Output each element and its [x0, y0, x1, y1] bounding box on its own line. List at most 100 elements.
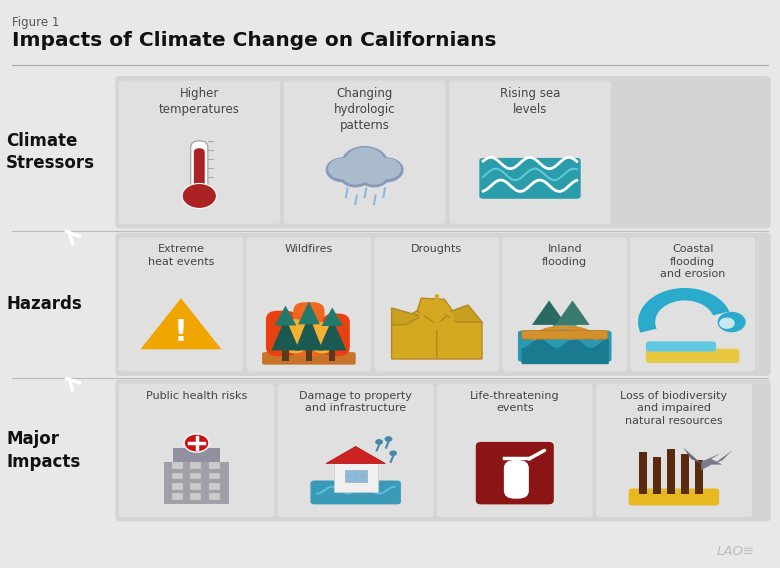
- Text: LAO≡: LAO≡: [717, 545, 755, 558]
- Circle shape: [328, 158, 357, 179]
- FancyBboxPatch shape: [596, 384, 752, 517]
- Bar: [209, 473, 220, 479]
- Bar: [282, 349, 289, 361]
- Text: Loss of biodiversity
and impaired
natural resources: Loss of biodiversity and impaired natura…: [620, 391, 728, 425]
- FancyBboxPatch shape: [119, 384, 275, 517]
- FancyBboxPatch shape: [115, 379, 771, 521]
- FancyArrowPatch shape: [66, 231, 80, 244]
- FancyBboxPatch shape: [262, 352, 356, 365]
- Text: Extreme
heat events: Extreme heat events: [147, 244, 214, 266]
- FancyBboxPatch shape: [518, 331, 612, 362]
- FancyBboxPatch shape: [553, 320, 576, 340]
- Text: Changing
hydrologic
patterns: Changing hydrologic patterns: [334, 87, 395, 132]
- Polygon shape: [326, 446, 385, 463]
- Circle shape: [345, 148, 385, 176]
- Polygon shape: [638, 288, 729, 333]
- Bar: [172, 493, 183, 500]
- Text: Inland
flooding: Inland flooding: [542, 244, 587, 266]
- Bar: [329, 349, 335, 361]
- FancyBboxPatch shape: [284, 81, 445, 224]
- Polygon shape: [298, 302, 320, 324]
- Circle shape: [358, 165, 390, 187]
- Text: Wildfires: Wildfires: [285, 244, 333, 254]
- Bar: [209, 493, 220, 500]
- Circle shape: [370, 157, 404, 182]
- Bar: [172, 483, 183, 490]
- FancyBboxPatch shape: [283, 319, 307, 353]
- Bar: [209, 462, 220, 469]
- FancyBboxPatch shape: [115, 233, 771, 376]
- FancyBboxPatch shape: [293, 302, 324, 356]
- FancyBboxPatch shape: [479, 158, 580, 199]
- Polygon shape: [701, 453, 722, 470]
- Polygon shape: [445, 305, 482, 322]
- Text: !: !: [174, 318, 188, 347]
- Bar: [190, 462, 201, 469]
- Bar: [173, 448, 220, 462]
- Text: Public health risks: Public health risks: [146, 391, 247, 401]
- Bar: [681, 454, 689, 494]
- Circle shape: [325, 157, 360, 182]
- FancyBboxPatch shape: [119, 81, 280, 224]
- FancyBboxPatch shape: [476, 442, 554, 504]
- Text: Droughts: Droughts: [411, 244, 463, 254]
- FancyBboxPatch shape: [449, 81, 611, 224]
- Text: Damage to property
and infrastructure: Damage to property and infrastructure: [300, 391, 412, 413]
- Circle shape: [389, 450, 397, 456]
- Circle shape: [375, 439, 383, 445]
- Polygon shape: [437, 311, 482, 359]
- Text: Impacts of Climate Change on Californians: Impacts of Climate Change on Californian…: [12, 31, 496, 50]
- FancyBboxPatch shape: [194, 148, 204, 191]
- FancyBboxPatch shape: [278, 384, 434, 517]
- Bar: [172, 462, 183, 469]
- Polygon shape: [318, 319, 346, 350]
- Text: Major
Impacts: Major Impacts: [6, 431, 80, 470]
- FancyBboxPatch shape: [502, 237, 627, 371]
- FancyBboxPatch shape: [266, 311, 297, 356]
- Text: Rising sea
levels: Rising sea levels: [500, 87, 560, 116]
- Polygon shape: [713, 450, 732, 465]
- Text: Higher
temperatures: Higher temperatures: [159, 87, 239, 116]
- Bar: [190, 473, 201, 479]
- FancyBboxPatch shape: [191, 141, 207, 192]
- Text: Climate
Stressors: Climate Stressors: [6, 132, 95, 172]
- Polygon shape: [271, 318, 300, 350]
- Circle shape: [718, 312, 746, 332]
- Circle shape: [719, 318, 735, 329]
- FancyBboxPatch shape: [646, 349, 739, 363]
- Polygon shape: [512, 459, 518, 470]
- Bar: [334, 463, 378, 492]
- Bar: [653, 457, 661, 494]
- Polygon shape: [275, 306, 296, 325]
- Polygon shape: [532, 300, 566, 325]
- Polygon shape: [417, 298, 452, 325]
- FancyBboxPatch shape: [629, 488, 719, 506]
- Text: Figure 1: Figure 1: [12, 16, 59, 29]
- Circle shape: [385, 436, 392, 442]
- Text: Coastal
flooding
and erosion: Coastal flooding and erosion: [660, 244, 725, 279]
- Polygon shape: [295, 315, 323, 350]
- Bar: [345, 470, 367, 482]
- Circle shape: [339, 165, 371, 187]
- Bar: [172, 473, 183, 479]
- Polygon shape: [392, 308, 421, 325]
- Circle shape: [182, 183, 217, 208]
- Bar: [306, 349, 312, 361]
- FancyBboxPatch shape: [119, 237, 243, 371]
- Polygon shape: [392, 311, 437, 359]
- FancyBboxPatch shape: [311, 322, 335, 353]
- FancyArrowPatch shape: [66, 378, 80, 390]
- FancyBboxPatch shape: [646, 341, 716, 352]
- Polygon shape: [140, 298, 222, 349]
- FancyBboxPatch shape: [246, 237, 371, 371]
- Circle shape: [360, 165, 387, 185]
- FancyBboxPatch shape: [522, 331, 608, 339]
- Polygon shape: [555, 300, 590, 325]
- Bar: [209, 483, 220, 490]
- FancyBboxPatch shape: [504, 460, 529, 499]
- FancyBboxPatch shape: [115, 76, 771, 228]
- Circle shape: [342, 165, 368, 185]
- Text: Life-threatening
events: Life-threatening events: [470, 391, 559, 413]
- FancyBboxPatch shape: [437, 384, 593, 517]
- FancyBboxPatch shape: [630, 237, 755, 371]
